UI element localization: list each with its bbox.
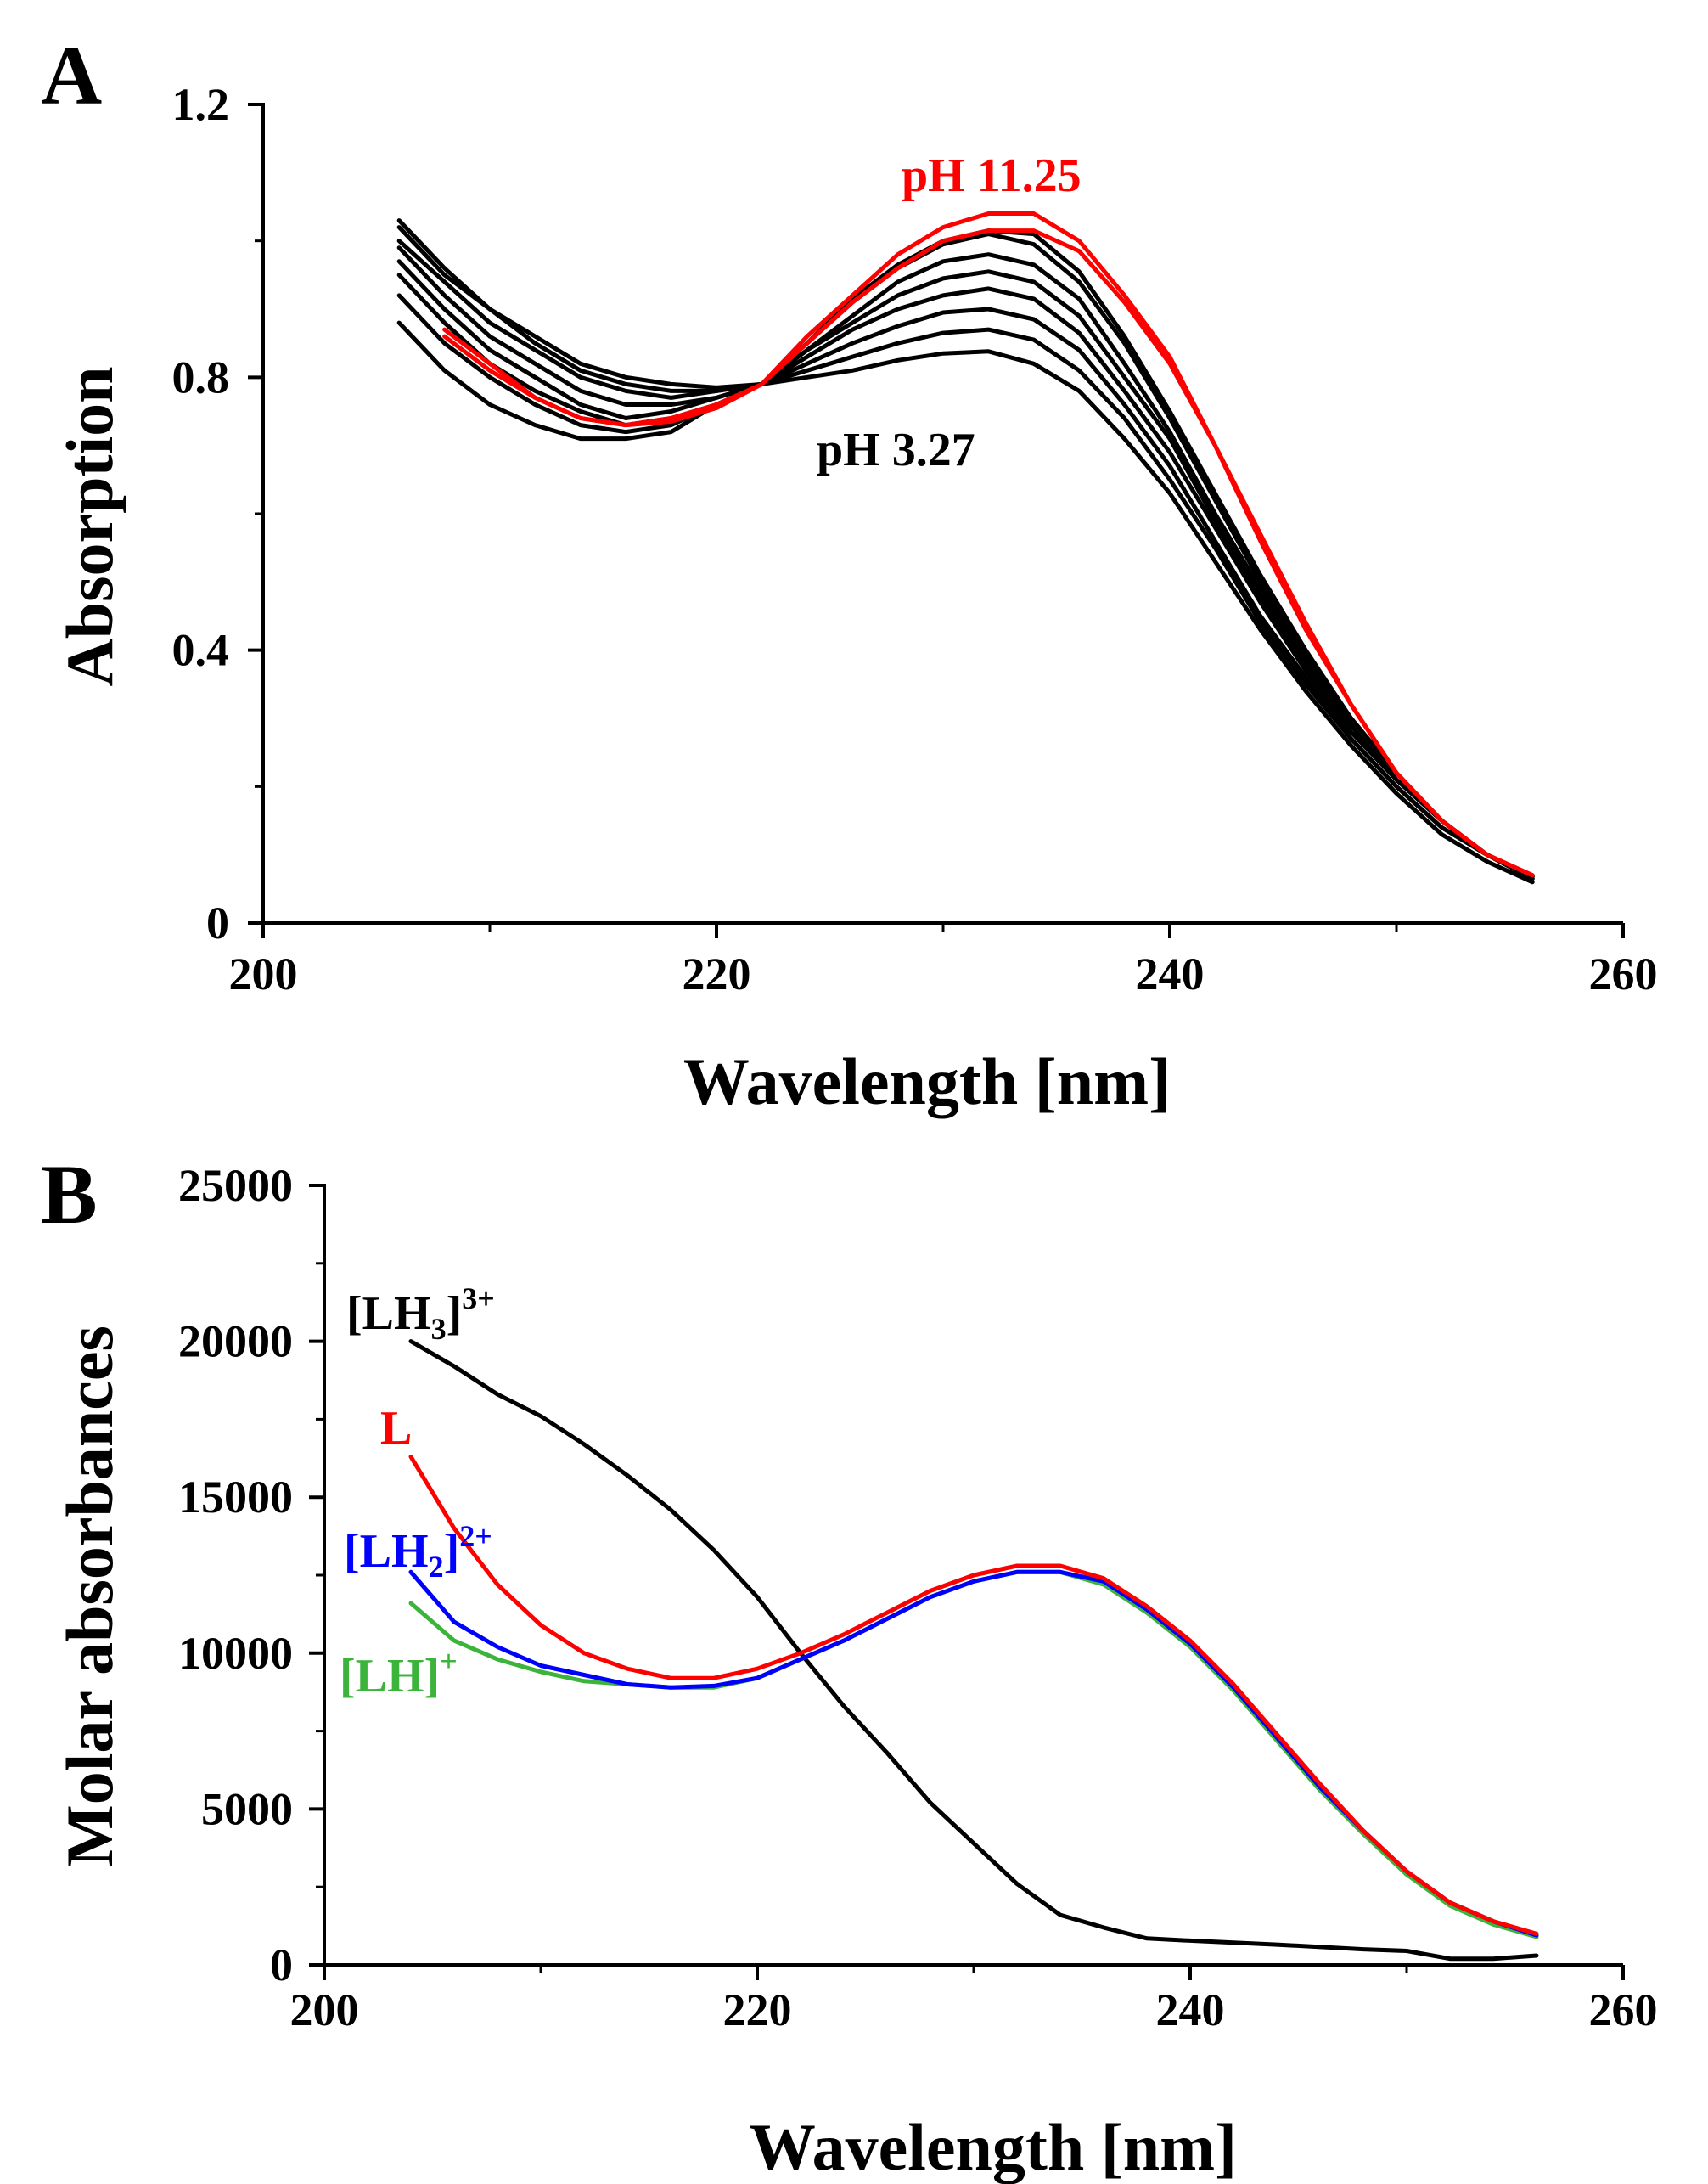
panel-b-y-tick-label: 5000 [201, 1783, 293, 1834]
panel-b-y-tick-label: 20000 [178, 1316, 293, 1367]
series-label-lh3-main: [LH [346, 1287, 431, 1340]
series-label-lh3-close: ] [447, 1287, 463, 1340]
panel-b-y-tick-label: 25000 [178, 1160, 293, 1211]
panel-a-plot-area: 200 220 240 260 0 0.4 0.8 1.2 [172, 79, 1658, 999]
series-label-lh-sup: + [440, 1644, 458, 1678]
panel-a-series-line-3 [396, 273, 1535, 881]
panel-b-x-tick-label: 220 [723, 1984, 792, 2035]
series-label-l: L [380, 1402, 412, 1455]
panel-a-x-tick-label: 240 [1136, 948, 1205, 999]
series-label-lh3: [LH3]3+ [346, 1281, 495, 1346]
panel-a-y-tick-label: 1.2 [172, 79, 230, 130]
panel-a-series-line-9 [442, 211, 1535, 878]
panel-a-x-tick-label: 260 [1589, 948, 1658, 999]
panel-a-series-line-8 [396, 218, 1535, 878]
series-label-lh2-sup: 2+ [459, 1519, 492, 1553]
panel-b-x-tick-label: 240 [1156, 1984, 1225, 2035]
series-label-lh: [LH]+ [340, 1644, 458, 1703]
panel-a-letter: A [41, 28, 102, 122]
series-label-lh2-close: ] [444, 1525, 460, 1578]
panel-b-series-line-1 [408, 1339, 1539, 1962]
panel-a-x-tick-label: 220 [683, 948, 751, 999]
panel-b: B 200 220 240 2600500010000150002000025000 … [41, 1147, 1658, 2184]
panel-b-plot-area: 200 220 240 260 0 5000 10000 15000 20000 25000 [178, 1160, 1658, 2035]
panel-a-series-line-6 [396, 239, 1535, 879]
panel-b-y-tick-label: 0 [270, 1939, 293, 1990]
panel-a-y-tick-label: 0.4 [172, 625, 230, 676]
panel-a-series-line-5 [396, 245, 1535, 879]
panel-b-y-tick-label: 10000 [178, 1628, 293, 1679]
series-label-lh3-sub: 3 [431, 1312, 447, 1346]
series-label-lh3-sup: 3+ [462, 1281, 495, 1315]
panel-b-series-line-3 [408, 1569, 1539, 1938]
panel-b-x-tick-label: 200 [290, 1984, 359, 2035]
panel-b-x-tick-label: 260 [1589, 1984, 1658, 2035]
panel-a-series-line-7 [396, 225, 1535, 879]
panel-a-y-axis-title: Absorption [53, 366, 126, 686]
panel-b-y-tick-label: 15000 [178, 1472, 293, 1523]
panel-a-series-line-1 [396, 320, 1535, 885]
panel-b-x-axis-title: Wavelength [nm] [750, 2110, 1237, 2184]
panel-a-series-line-10 [442, 228, 1535, 878]
panel-a-y-tick-label: 0 [206, 898, 229, 948]
panel-b-letter: B [41, 1147, 98, 1241]
panel-a-x-tick-label: 200 [229, 948, 298, 999]
series-label-lh-main: [LH] [340, 1650, 440, 1703]
panel-b-series-line-2 [408, 1569, 1539, 1939]
panel-b-series-line-4 [408, 1455, 1539, 1936]
panel-b-y-axis-title: Molar absorbances [53, 1326, 126, 1867]
panel-a-y-tick-label: 0.8 [172, 352, 230, 402]
annotation-ph-high: pH 11.25 [902, 149, 1082, 202]
annotation-ph-low: pH 3.27 [817, 424, 975, 476]
series-label-lh2-sub: 2 [429, 1550, 444, 1584]
panel-a-x-axis-title: Wavelength [nm] [683, 1044, 1171, 1118]
series-label-lh2-main: [LH [344, 1525, 429, 1578]
panel-a: A 200 220 240 260 0 0.4 0.8 1.2 Absorption Wave… [41, 28, 1658, 1118]
series-label-lh2: [LH2]2+ [344, 1519, 492, 1584]
panel-a-series-line-4 [396, 259, 1535, 879]
